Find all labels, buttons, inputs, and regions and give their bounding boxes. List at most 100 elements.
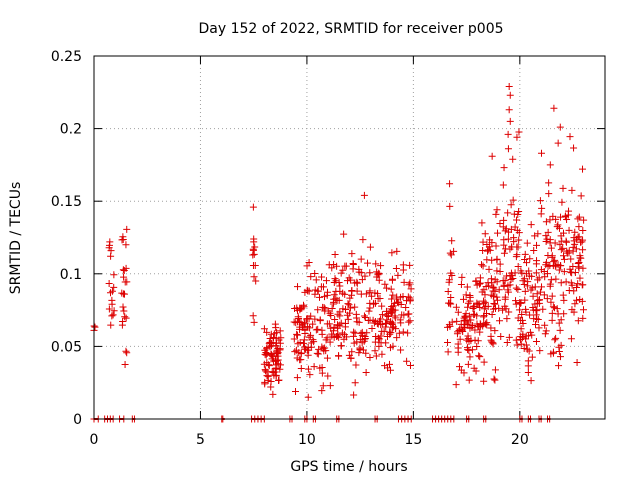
data-point <box>522 305 530 313</box>
data-point <box>347 276 355 284</box>
data-point <box>493 267 501 275</box>
data-point <box>570 144 578 152</box>
data-point <box>304 351 312 359</box>
data-point <box>551 256 559 264</box>
data-point <box>489 283 497 291</box>
data-point <box>267 339 275 347</box>
data-point <box>107 247 115 255</box>
data-point <box>334 310 342 318</box>
data-point <box>509 196 517 204</box>
data-point <box>521 287 529 295</box>
data-point <box>556 123 564 131</box>
data-point <box>454 340 462 348</box>
data-point <box>531 232 539 240</box>
data-point <box>324 288 332 296</box>
data-point <box>333 321 341 329</box>
data-point <box>406 296 414 304</box>
data-point <box>375 335 383 343</box>
data-point <box>517 316 525 324</box>
data-point <box>444 288 452 296</box>
data-point <box>372 352 380 360</box>
data-point <box>318 273 326 281</box>
data-point <box>557 279 565 287</box>
data-point <box>314 350 322 358</box>
data-point <box>470 311 478 319</box>
data-point <box>475 352 483 360</box>
data-point <box>515 207 523 215</box>
data-point <box>502 305 510 313</box>
data-point <box>446 249 454 257</box>
data-point <box>485 265 493 273</box>
data-point <box>346 309 354 317</box>
data-point <box>523 259 531 267</box>
data-point <box>574 317 582 325</box>
data-point <box>110 271 118 279</box>
data-point <box>546 280 554 288</box>
data-point <box>496 260 504 268</box>
data-point <box>275 376 283 384</box>
data-point <box>263 368 271 376</box>
y-tick-label: 0.1 <box>60 267 82 283</box>
data-point <box>261 380 269 388</box>
data-point <box>481 291 489 299</box>
data-point <box>346 294 354 302</box>
data-point <box>541 330 549 338</box>
data-point <box>554 139 562 147</box>
data-point <box>118 289 126 297</box>
data-point <box>480 358 488 366</box>
data-point <box>579 236 587 244</box>
data-point <box>529 292 537 300</box>
data-point <box>500 241 508 249</box>
data-point <box>252 277 260 285</box>
data-point <box>122 314 130 322</box>
data-point <box>533 307 541 315</box>
data-point <box>504 209 512 217</box>
data-point <box>560 255 568 263</box>
data-point <box>469 322 477 330</box>
data-point <box>356 344 364 352</box>
data-point <box>504 145 512 153</box>
data-point <box>499 181 507 189</box>
data-point <box>374 290 382 298</box>
data-point <box>378 311 386 319</box>
data-point <box>575 259 583 267</box>
data-point <box>304 365 312 373</box>
data-point <box>483 256 491 264</box>
data-point <box>335 352 343 360</box>
data-point <box>249 261 257 269</box>
data-point <box>578 238 586 246</box>
data-point <box>539 305 547 313</box>
data-point <box>305 287 313 295</box>
data-point <box>296 339 304 347</box>
data-point <box>579 165 587 173</box>
data-point <box>402 304 410 312</box>
data-point <box>552 275 560 283</box>
data-point <box>567 279 575 287</box>
data-point <box>381 280 389 288</box>
x-axis-label: GPS time / hours <box>290 459 407 475</box>
data-point <box>369 300 377 308</box>
data-point <box>250 318 258 326</box>
data-point <box>123 225 131 233</box>
data-point <box>506 91 514 99</box>
data-point <box>531 283 539 291</box>
data-point <box>499 223 507 231</box>
data-point <box>305 259 313 267</box>
data-point <box>357 329 365 337</box>
data-point <box>557 316 565 324</box>
data-point <box>375 342 383 350</box>
data-point <box>489 340 497 348</box>
data-point <box>548 292 556 300</box>
data-point <box>512 284 520 292</box>
data-point <box>403 357 411 365</box>
grid-lines <box>94 56 605 419</box>
data-point <box>322 277 330 285</box>
data-point <box>557 246 565 254</box>
data-point <box>358 276 366 284</box>
data-point <box>448 237 456 245</box>
data-point <box>579 264 587 272</box>
data-point <box>478 261 486 269</box>
data-point <box>473 342 481 350</box>
data-point <box>491 366 499 374</box>
data-point <box>301 329 309 337</box>
